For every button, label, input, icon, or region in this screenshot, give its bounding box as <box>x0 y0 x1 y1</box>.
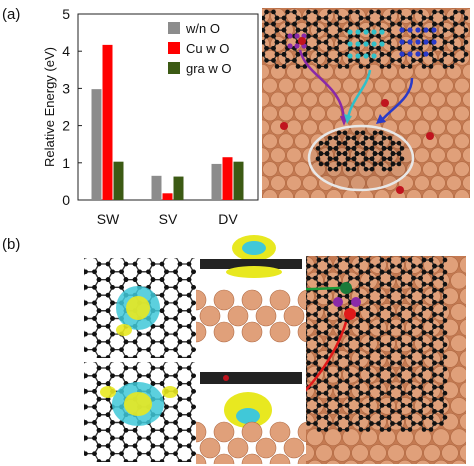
highlight-ellipse <box>307 124 415 192</box>
legend-swatch <box>168 42 180 54</box>
x-tick-label: DV <box>218 211 238 227</box>
charge-density-side-view-2 <box>196 350 306 464</box>
relative-energy-bar-chart: 0 1 2 3 4 5 Relative Energy (eV) SW SV DV w/n O Cu … <box>42 6 259 227</box>
bar-sv-0 <box>151 175 162 200</box>
green-arrow <box>306 286 341 291</box>
bar-sv-1 <box>162 193 173 200</box>
panel-label-a: (a) <box>2 6 21 23</box>
purple-arrow <box>298 49 346 121</box>
y-tick-label: 4 <box>62 43 70 59</box>
legend-label: gra w O <box>186 61 232 76</box>
panel-label-b: (b) <box>2 236 21 253</box>
legend-swatch <box>168 62 180 74</box>
oxygen-atom <box>396 186 404 194</box>
legend-swatch <box>168 22 180 34</box>
y-tick-label: 1 <box>62 155 70 171</box>
charge-density-side-view-1 <box>196 232 306 350</box>
charge-density-top-view-1 <box>84 258 196 358</box>
oxygen-atom <box>426 132 434 140</box>
oxygen-atom <box>298 37 306 45</box>
red-arrow <box>306 321 348 392</box>
y-axis-label: Relative Energy (eV) <box>42 47 57 167</box>
legend-label: w/n O <box>185 21 220 36</box>
bar-dv-1 <box>222 157 233 200</box>
graphene-cu-top-view-b <box>306 256 466 464</box>
oxygen-atom <box>280 122 288 130</box>
y-tick-label: 5 <box>62 6 70 22</box>
legend-label: Cu w O <box>186 41 229 56</box>
x-tick-label: SV <box>159 211 178 227</box>
blue-arrow <box>381 77 414 121</box>
charge-density-top-view-2 <box>84 362 196 462</box>
bar-dv-2 <box>233 161 244 200</box>
y-tick-label: 0 <box>62 192 70 208</box>
oxygen-atom <box>381 99 389 107</box>
bar-sw-2 <box>113 161 124 200</box>
graphene-cu-surface-image <box>262 8 470 198</box>
bar-dv-0 <box>211 163 222 200</box>
bar-sw-1 <box>102 44 113 200</box>
y-tick-label: 2 <box>62 118 70 134</box>
bar-sv-2 <box>173 176 184 200</box>
y-tick-label: 3 <box>62 80 70 96</box>
x-tick-label: SW <box>97 211 120 227</box>
bar-sw-0 <box>91 89 102 200</box>
cyan-arrow <box>346 69 372 119</box>
